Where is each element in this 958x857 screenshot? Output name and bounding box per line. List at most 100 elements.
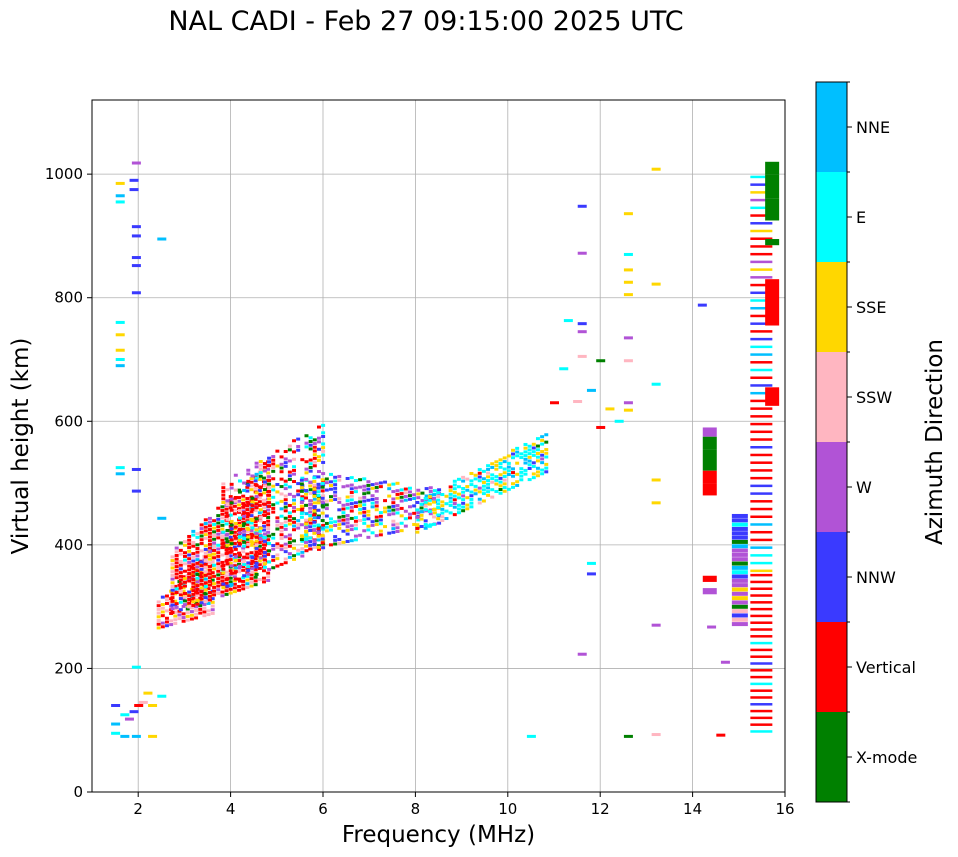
echo-cell-vertical — [203, 525, 208, 529]
echo-cell-nnw — [333, 490, 338, 494]
echo-cell-ssw — [170, 555, 175, 559]
echo-cell-ssw — [202, 614, 207, 618]
echo-cell-nne — [258, 534, 263, 538]
echo-cell-x-mode — [544, 440, 549, 444]
echo-cell-e — [427, 509, 432, 513]
echo-cell-e — [494, 489, 499, 493]
echo-cell-sse — [515, 480, 520, 484]
echo-cell-w — [341, 485, 346, 489]
echo-cell-vertical — [232, 553, 237, 557]
echo-cell-nnw — [324, 488, 329, 492]
echo-cell-nnw — [242, 533, 247, 537]
echo-cell-ssw — [170, 573, 175, 577]
echo-cell-ssw — [312, 545, 317, 549]
echo-point — [623, 408, 633, 412]
echo-cell-vertical — [249, 577, 254, 581]
echo-cell-e — [183, 558, 187, 562]
colorbar-label: SSE — [856, 298, 886, 317]
echo-cell-nnw — [540, 453, 545, 457]
echo-cell-w — [177, 613, 182, 617]
echo-cell-sse — [181, 593, 186, 597]
echo-cell-e — [237, 536, 242, 540]
echo-cell-x-mode — [292, 554, 296, 558]
echo-point — [577, 322, 587, 326]
echo-cell-nne — [300, 510, 305, 514]
echo-cell-vertical — [199, 593, 204, 597]
echo-cell-sse — [267, 497, 272, 501]
echo-cell-vertical — [191, 563, 196, 567]
echo-point — [131, 256, 141, 260]
echo-stack-mid — [731, 544, 748, 549]
echo-cell-sse — [432, 511, 437, 515]
echo-cell-sse — [465, 485, 470, 489]
x-tick-label: 16 — [775, 800, 794, 818]
echo-cell-vertical — [312, 449, 317, 453]
echo-cell-sse — [387, 494, 392, 498]
echo-cell-sse — [304, 522, 309, 526]
echo-cell-w — [370, 523, 375, 527]
echo-cell-e — [515, 446, 520, 450]
echo-cell-sse — [440, 500, 445, 504]
echo-cell-ssw — [275, 553, 280, 557]
echo-cell-w — [241, 546, 246, 550]
x-tick-label: 12 — [591, 800, 610, 818]
echo-cell-nnw — [329, 487, 333, 491]
echo-cell-nne — [423, 526, 428, 530]
echo-cell-vertical — [304, 549, 309, 553]
echo-cell-vertical — [207, 524, 212, 528]
echo-stack-high — [750, 430, 773, 434]
echo-stack-high — [750, 183, 773, 186]
echo-cell-nnw — [170, 603, 175, 607]
echo-cell-vertical — [225, 558, 230, 562]
echo-stack-high — [750, 299, 773, 302]
echo-cell-sse — [241, 498, 246, 502]
echo-cell-sse — [257, 477, 262, 481]
echo-cell-vertical — [262, 569, 266, 573]
echo-cell-ssw — [207, 561, 212, 565]
echo-cell-sse — [412, 522, 417, 526]
echo-cell-nne — [523, 457, 528, 461]
echo-cell-nne — [523, 461, 528, 465]
echo-cell-e — [299, 497, 304, 501]
echo-cell-nne — [387, 509, 392, 513]
echo-cell-w — [358, 533, 363, 537]
echo-cell-nne — [448, 496, 453, 500]
echo-cell-w — [391, 497, 396, 501]
echo-cell-w — [312, 539, 317, 543]
echo-stack-high — [750, 561, 773, 565]
echo-cell-e — [456, 496, 461, 500]
echo-cell-ssw — [440, 518, 445, 522]
echo-cell-vertical — [225, 562, 230, 566]
echo-cell-x-mode — [228, 580, 233, 584]
echo-cell-vertical — [183, 554, 187, 558]
echo-cell-sse — [341, 540, 346, 544]
echo-cell-vertical — [287, 515, 292, 519]
echo-cell-e — [511, 456, 515, 460]
echo-point — [577, 204, 587, 208]
echo-cell-x-mode — [241, 524, 246, 528]
echo-stack-high — [750, 353, 773, 356]
echo-point — [115, 348, 125, 352]
echo-stack-mid — [731, 591, 748, 596]
echo-cell-sse — [221, 500, 226, 504]
echo-cell-w — [279, 462, 284, 466]
echo-cell-e — [535, 455, 540, 459]
echo-cell-vertical — [241, 565, 246, 569]
echo-cell-vertical — [254, 502, 259, 506]
echo-cell-sse — [292, 546, 296, 550]
echo-cell-vertical — [174, 591, 179, 595]
echo-cell-x-mode — [229, 501, 234, 505]
echo-cell-sse — [156, 615, 161, 619]
echo-cell-ssw — [232, 508, 237, 512]
echo-cell-vertical — [221, 545, 226, 549]
echo-stack-mid — [731, 600, 748, 605]
echo-cell-ssw — [178, 559, 183, 563]
echo-cell-ssw — [241, 531, 246, 535]
echo-cell-vertical — [253, 557, 258, 561]
echo-cell-x-mode — [419, 506, 424, 510]
echo-cell-vertical — [279, 562, 284, 566]
echo-cell-sse — [160, 610, 165, 614]
echo-cell-e — [333, 520, 338, 524]
echo-cell-vertical — [412, 511, 417, 515]
echo-cell-e — [220, 520, 225, 524]
